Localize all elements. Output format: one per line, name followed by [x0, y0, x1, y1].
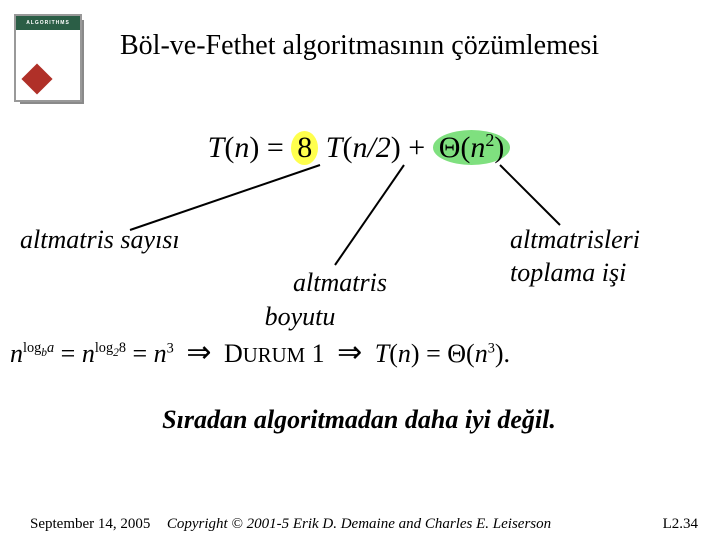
footer-copyright: Copyright © 2001-5 Erik D. Demaine and C…	[0, 516, 718, 533]
label-submatrix-count: altmatris sayısı	[20, 225, 180, 255]
label-submatrix-size-1: altmatris	[250, 268, 430, 298]
eq-theta-term: Θ(n2)	[433, 130, 511, 165]
footer-page-number: L2.34	[663, 516, 698, 533]
eq-lhs-n: n	[234, 131, 249, 164]
label-submatrix-size-2: boyutu	[210, 302, 390, 332]
book-icon: ALGORITHMS	[14, 14, 84, 104]
label-add-work-1: altmatrisleri	[510, 225, 640, 255]
book-band-label: ALGORITHMS	[16, 16, 80, 30]
master-method-calc: nlogba = nlog28 = n3 ⇒ DURUM 1 ⇒ T(n) = …	[10, 335, 510, 370]
case-label: DURUM 1	[224, 339, 325, 368]
slide-title: Böl-ve-Fethet algoritmasının çözümlemesi	[120, 30, 718, 62]
label-add-work-2: toplama işi	[510, 258, 626, 288]
eq-lhs-T: T	[208, 131, 225, 164]
eq-rec-arg: n/2	[352, 131, 390, 164]
conclusion-text: Sıradan algoritmadan daha iyi değil.	[0, 405, 718, 435]
eq-coeff-8: 8	[291, 131, 318, 165]
recurrence-equation: T(n) = 8 T(n/2) + Θ(n2)	[0, 130, 718, 165]
eq-rec-T: T	[326, 131, 343, 164]
